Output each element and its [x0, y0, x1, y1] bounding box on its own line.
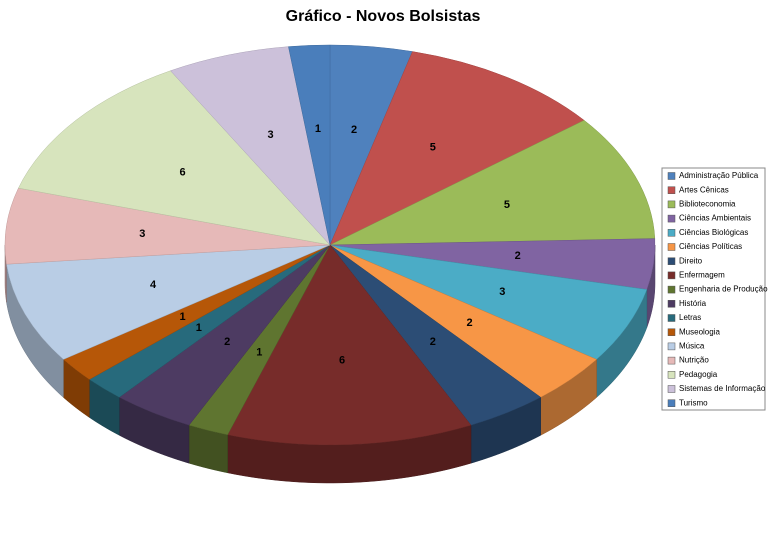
legend-swatch — [667, 214, 676, 223]
legend-label: Turismo — [679, 398, 708, 407]
legend-label: Direito — [679, 256, 703, 265]
legend-label: Sistemas de Informação — [679, 384, 766, 393]
data-label: 1 — [196, 322, 202, 334]
legend-label: Música — [679, 342, 705, 351]
legend-label: Ciências Ambientais — [679, 214, 751, 223]
legend-label: Letras — [679, 313, 701, 322]
legend-label: História — [679, 299, 707, 308]
data-label: 2 — [466, 317, 472, 329]
legend-swatch — [667, 385, 676, 393]
legend-swatch — [667, 243, 676, 251]
slice — [329, 51, 585, 246]
legend-label: Nutrição — [679, 356, 709, 365]
legend-swatch — [667, 186, 676, 194]
legend-label: Ciências Políticas — [679, 242, 742, 251]
legend-swatch — [667, 371, 676, 379]
data-label: 2 — [224, 336, 230, 348]
legend-label: Administração Pública — [679, 171, 759, 180]
legend-label: Pedagogia — [679, 370, 718, 379]
slice — [329, 120, 656, 246]
data-label: 1 — [315, 123, 321, 135]
data-label: 3 — [139, 228, 145, 240]
data-label: 6 — [339, 355, 345, 367]
legend-swatch — [667, 257, 676, 265]
data-label: 5 — [430, 142, 436, 154]
data-label: 2 — [351, 124, 357, 136]
legend-swatch — [667, 229, 676, 237]
data-label: 3 — [499, 286, 505, 298]
legend-swatch — [667, 328, 676, 336]
legend-label: Artes Cênicas — [679, 185, 729, 194]
slice — [18, 70, 331, 246]
legend-label: Ciências Biológicas — [679, 228, 748, 237]
data-label: 4 — [150, 279, 157, 291]
legend-swatch — [667, 271, 676, 280]
legend-label: Enfermagem — [679, 271, 725, 280]
data-label: 3 — [268, 129, 274, 141]
slice — [329, 244, 648, 360]
legend-swatch — [667, 300, 676, 308]
data-label: 1 — [180, 311, 186, 323]
slice — [4, 187, 331, 265]
slice — [227, 244, 472, 446]
data-label: 5 — [504, 199, 510, 211]
legend-swatch — [667, 172, 676, 180]
legend-swatch — [667, 342, 676, 351]
legend-label: Biblioteconomia — [679, 200, 736, 209]
data-label: 1 — [256, 346, 262, 358]
legend-box — [661, 167, 766, 411]
legend-swatch — [667, 356, 676, 365]
slice — [6, 244, 331, 360]
chart-title: Gráfico - Novos Bolsistas — [286, 8, 481, 25]
legend-label: Engenharia de Produção — [679, 285, 768, 294]
data-label: 6 — [180, 167, 186, 179]
legend-swatch — [667, 399, 676, 407]
data-label: 2 — [430, 336, 436, 348]
legend-swatch — [667, 200, 676, 209]
slice — [170, 46, 331, 246]
legend-label: Museologia — [679, 327, 720, 336]
slice — [288, 44, 331, 246]
data-label: 2 — [515, 250, 521, 262]
legend-swatch — [667, 285, 676, 294]
legend-swatch — [667, 314, 676, 322]
